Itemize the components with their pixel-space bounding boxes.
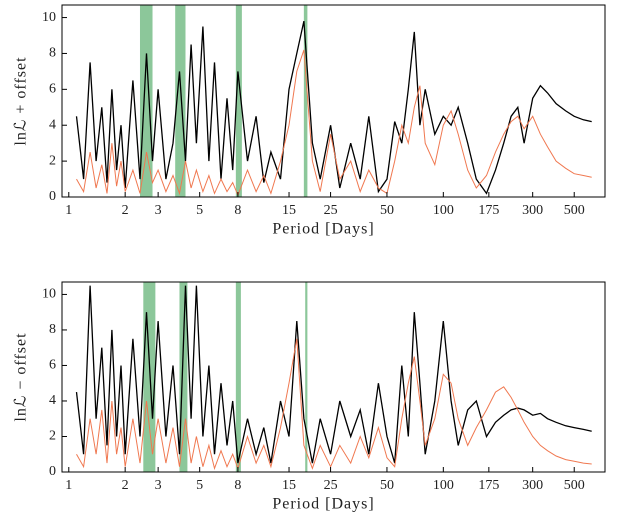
x-tick-label: 1 [65,478,72,493]
x-tick-label: 300 [522,478,543,493]
x-axis-title: Period [Days] [272,496,374,513]
x-tick-label: 175 [478,478,499,493]
y-tick-label: 0 [49,464,56,479]
x-tick-label: 15 [282,203,296,218]
x-tick-label: 25 [324,478,338,493]
x-tick-label: 15 [282,478,296,493]
x-tick-label: 2 [122,203,129,218]
x-tick-label: 500 [564,203,585,218]
y-tick-label: 4 [49,393,56,408]
highlight-band [235,282,241,472]
x-tick-label: 50 [380,203,394,218]
y-axis-title: lnℒ − offset [13,332,30,421]
x-tick-label: 175 [478,203,499,218]
y-tick-label: 10 [42,287,56,302]
y-tick-label: 0 [49,189,56,204]
x-tick-label: 3 [155,203,162,218]
y-tick-label: 2 [49,429,56,444]
highlight-band [235,5,242,197]
highlight-band [305,282,308,472]
x-tick-label: 100 [433,203,454,218]
plot-frame [61,4,606,198]
series-line [75,20,592,195]
x-tick-label: 300 [522,203,543,218]
x-tick-label: 5 [196,203,203,218]
highlight-band [143,282,156,472]
x-tick-label: 50 [380,478,394,493]
x-tick-label: 100 [433,478,454,493]
plot-frame [61,281,606,473]
x-tick-label: 5 [196,478,203,493]
x-tick-label: 8 [234,203,241,218]
series-line [76,49,592,197]
y-axis-title: lnℒ + offset [13,56,30,145]
x-axis-title: Period [Days] [272,221,374,238]
highlight-band [175,5,186,197]
y-tick-label: 6 [49,358,56,373]
x-tick-label: 8 [234,478,241,493]
x-tick-label: 25 [324,203,338,218]
x-tick-label: 1 [65,203,72,218]
series-line [76,338,592,471]
y-tick-label: 8 [49,46,56,61]
y-tick-label: 6 [49,82,56,97]
highlight-band [139,5,153,197]
highlight-band [303,5,308,197]
y-tick-label: 2 [49,153,56,168]
x-tick-label: 2 [122,478,129,493]
x-tick-label: 500 [564,478,585,493]
highlight-band [179,282,188,472]
x-tick-label: 3 [155,478,162,493]
series-line [75,285,592,464]
y-tick-label: 4 [49,117,56,132]
y-tick-label: 8 [49,322,56,337]
y-tick-label: 10 [42,10,56,25]
